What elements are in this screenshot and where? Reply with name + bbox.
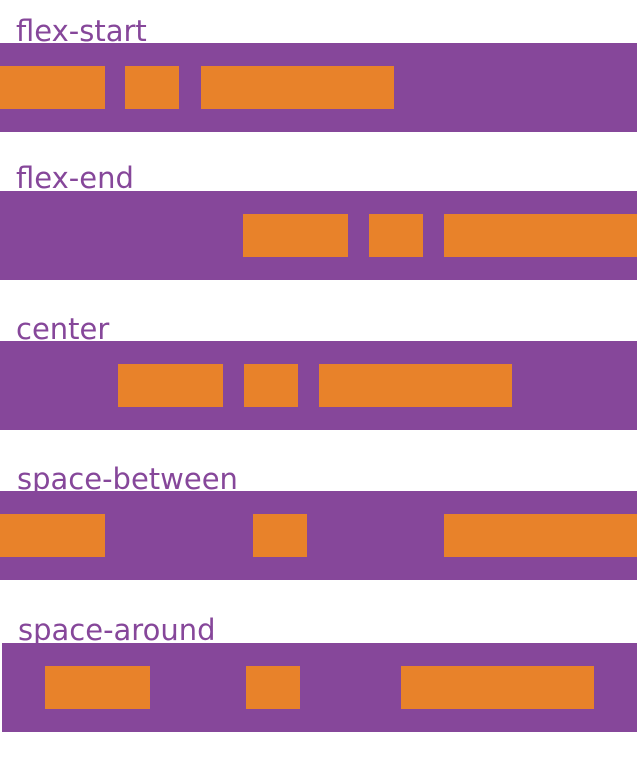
- flex-item: [244, 364, 298, 407]
- flex-item: [369, 214, 423, 257]
- flex-item: [118, 364, 223, 407]
- flex-item: [444, 514, 637, 557]
- flex-container: [0, 341, 637, 430]
- flex-container: [2, 643, 637, 732]
- flex-item: [0, 514, 105, 557]
- flex-item: [246, 666, 300, 709]
- flex-item: [201, 66, 394, 109]
- flex-item: [401, 666, 594, 709]
- row-label: center: [16, 312, 110, 346]
- row-label: space-around: [18, 613, 216, 647]
- flex-container: [0, 191, 637, 280]
- flex-container: [0, 43, 637, 132]
- row-label: flex-end: [16, 161, 134, 195]
- flex-item: [253, 514, 307, 557]
- flex-item: [125, 66, 179, 109]
- flex-item: [45, 666, 150, 709]
- flex-item: [0, 66, 105, 109]
- flex-item: [444, 214, 637, 257]
- flex-item: [243, 214, 348, 257]
- flex-item: [319, 364, 512, 407]
- row-label: space-between: [17, 462, 238, 496]
- row-label: flex-start: [16, 14, 147, 48]
- flex-container: [0, 491, 637, 580]
